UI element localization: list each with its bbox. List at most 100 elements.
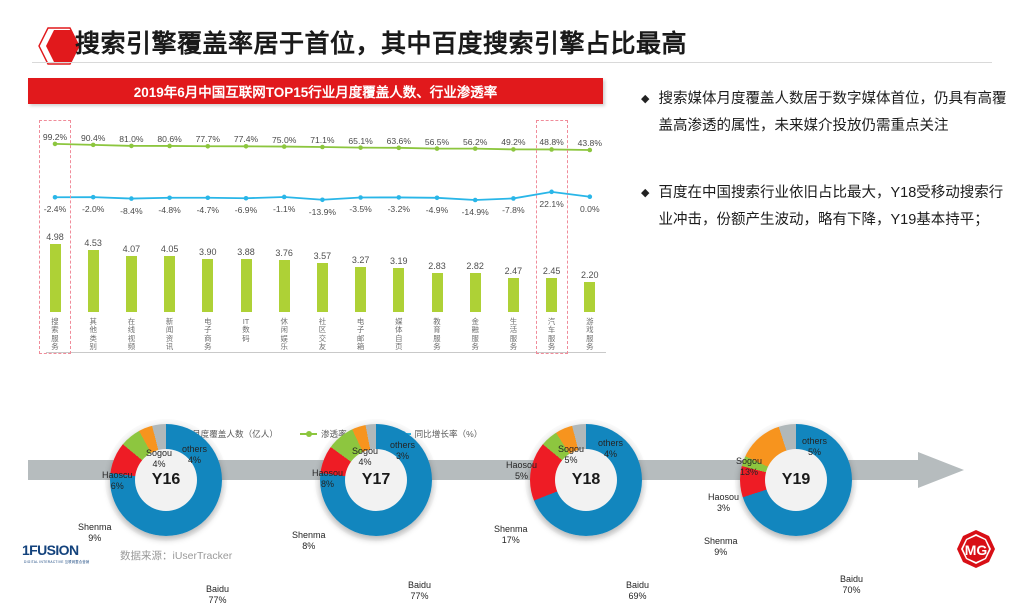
combo-chart (22, 118, 632, 333)
growth-value-label: -4.8% (158, 204, 181, 215)
penetration-value-label: 56.2% (463, 136, 488, 147)
donut-slice-label: Haosou 8% (312, 468, 344, 489)
chart-bar (584, 281, 596, 312)
bar-value-label: 2.47 (504, 266, 523, 277)
donut-slice-label: Sogou 4% (352, 446, 379, 467)
bar-value-label: 4.98 (46, 231, 64, 242)
growth-value-label: -7.8% (502, 205, 525, 216)
donut-center-year: Y17 (345, 449, 407, 511)
donut-slice-label: Shenma 8% (292, 530, 326, 551)
category-label: 游戏服务 (586, 317, 594, 352)
penetration-value-label: 80.6% (157, 133, 182, 144)
donut-slice-label: Shenma 9% (704, 536, 738, 557)
growth-value-label: -4.9% (425, 204, 449, 215)
chart-bar (316, 263, 328, 312)
legend-label-bar: 月度覆盖人数（亿人） (192, 429, 278, 439)
bar-value-label: 2.83 (428, 261, 446, 272)
category-label: 新闻资讯 (165, 317, 174, 352)
bullet-item: ◆ 搜索媒体月度覆盖人数居于数字媒体首位，仍具有高覆盖高渗透的属性，未来媒介投放… (641, 86, 1016, 140)
line-series-layer (52, 141, 593, 203)
bullet-text: 百度在中国搜索行业依旧占比最大，Y18受移动搜索行业冲击，份额产生波动，略有下降… (658, 185, 1004, 228)
chart-bar (164, 256, 176, 312)
diamond-bullet-icon: ◆ (641, 93, 650, 105)
category-label: 社区交友 (318, 317, 327, 352)
chart-title-banner: 2019年6月中国互联网TOP15行业月度覆盖人数、行业渗透率 (28, 78, 603, 104)
timeline-arrow (28, 452, 964, 488)
bar-value-label: 4.53 (84, 237, 102, 248)
donut-slice-label: Sogou 5% (558, 444, 585, 465)
donut-chart-y17: Y17 (315, 419, 437, 541)
growth-value-label: 22.1% (539, 198, 564, 209)
penetration-value-label: 65.1% (348, 135, 373, 146)
category-label: 电子邮箱 (356, 317, 365, 352)
donut-slice-label: Sogou 13% (736, 456, 763, 477)
bar-value-label: 3.19 (390, 256, 408, 267)
chart-panel: 2019年6月中国互联网TOP15行业月度覆盖人数、行业渗透率 月度覆盖人数（亿… (22, 78, 632, 439)
donut-slice-label: Baidu 70% (840, 574, 864, 595)
chart-bar (49, 243, 61, 312)
bar-value-label: 4.07 (122, 244, 141, 255)
category-label: 电子商务 (204, 317, 212, 352)
donut-slice-label: Baidu 69% (626, 580, 650, 601)
chart-bar (87, 249, 99, 312)
donut-slice-label: Haosou 3% (708, 492, 740, 513)
data-source-label: 数据来源：iUserTracker (120, 550, 233, 562)
bar-value-label: 3.27 (351, 255, 370, 266)
chart-bar (431, 273, 443, 312)
growth-value-label: -3.2% (387, 204, 411, 215)
donut-slice-label: others 4% (598, 438, 624, 459)
donut-chart-y16: Y16 (105, 419, 227, 541)
market-share-donuts: Y16 Baidu 77% Shenma 9% Haoscu 6% Sogou 4% others… (0, 378, 1024, 605)
growth-value-label: -3.5% (349, 204, 372, 215)
donut-slice-label: Baidu 77% (206, 584, 230, 605)
penetration-value-label: 77.4% (233, 134, 259, 145)
donut-slice-label: others 3% (390, 440, 416, 461)
donut-slice-label: Shenma 9% (78, 522, 112, 543)
chart-bar (507, 278, 519, 312)
growth-value-label: 0.0% (580, 203, 600, 214)
penetration-value-label: 71.1% (310, 134, 335, 145)
bar-value-label: 3.76 (275, 248, 293, 259)
svg-text:1FUSION: 1FUSION (22, 542, 79, 558)
penetration-value-label: 63.6% (386, 135, 411, 146)
title-divider (32, 62, 992, 63)
penetration-value-label: 90.4% (81, 132, 106, 143)
donut-center-year: Y18 (555, 449, 617, 511)
bar-value-label: 3.88 (237, 246, 255, 257)
donut-chart-y19: Y19 (735, 419, 857, 541)
donut-slice-label: Shenma 17% (494, 524, 528, 545)
growth-value-label: -4.7% (196, 204, 220, 215)
penetration-value-label: 48.8% (539, 137, 564, 148)
chart-bar (469, 273, 481, 312)
donut-slice-label: Haoscu 6% (102, 470, 133, 491)
red-hexagon-icon (38, 27, 80, 65)
category-label: IT数码 (242, 317, 250, 343)
bar-value-label: 4.05 (160, 244, 179, 255)
bar-value-label: 2.82 (466, 261, 484, 272)
penetration-value-label: 56.5% (424, 136, 450, 147)
category-label: 媒体自页 (395, 317, 403, 352)
mg-logo: MG (957, 530, 995, 568)
fusion-logo: 1FUSION DIGITAL INTERACTIVE 互联网整合营销 (22, 542, 90, 564)
donut-slice-label: Haosou 5% (506, 460, 538, 481)
penetration-value-label: 77.7% (195, 134, 220, 145)
chart-bar (240, 258, 252, 312)
donut-center-year: Y19 (765, 449, 827, 511)
growth-value-label: -1.1% (272, 203, 296, 214)
chart-bar (278, 260, 290, 312)
penetration-value-label: 49.2% (501, 137, 526, 148)
page-title: 搜索引擎覆盖率居于首位，其中百度搜索引擎占比最高 (75, 30, 688, 58)
penetration-value-label: 81.0% (119, 133, 144, 144)
chart-bar (355, 267, 367, 312)
category-label: 在线视频 (127, 317, 136, 352)
category-label: 生活服务 (509, 317, 518, 352)
growth-value-label: -2.0% (81, 204, 105, 215)
bullet-text: 搜索媒体月度覆盖人数居于数字媒体首位，仍具有高覆盖高渗透的属性，未来媒介投放仍需… (658, 91, 1007, 134)
chart-bar (202, 258, 214, 312)
growth-value-label: -8.4% (120, 205, 143, 216)
penetration-value-label: 99.2% (42, 131, 68, 142)
bar-value-label: 3.57 (313, 251, 332, 262)
legend-label-growth: 同比增长率（%） (414, 429, 483, 439)
category-label: 其他类别 (89, 317, 97, 352)
svg-text:DIGITAL INTERACTIVE 互联网整合营销: DIGITAL INTERACTIVE 互联网整合营销 (24, 559, 90, 564)
